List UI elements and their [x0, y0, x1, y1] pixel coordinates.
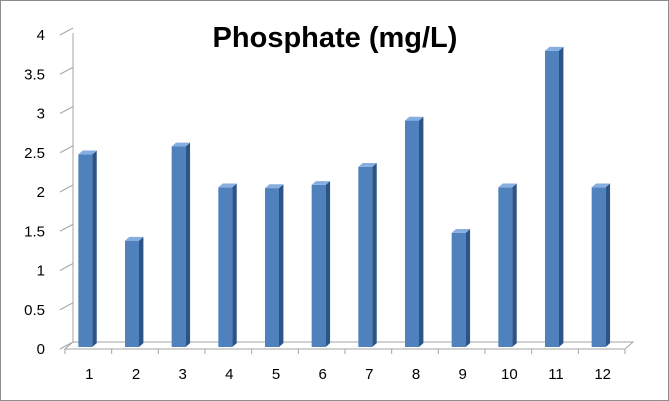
- bar: [218, 183, 237, 347]
- x-tick-label: 6: [318, 366, 326, 383]
- bars: [78, 46, 611, 347]
- x-tick-label: 1: [85, 366, 93, 383]
- bar: [265, 184, 284, 347]
- x-tick-label: 3: [178, 366, 186, 383]
- x-tick-label: 9: [458, 366, 466, 383]
- y-tick-label: 2.5: [24, 145, 45, 162]
- bar-side: [92, 150, 97, 347]
- bar-front: [591, 187, 606, 347]
- bar: [311, 181, 331, 347]
- bar: [451, 228, 471, 347]
- bar-top: [265, 184, 284, 189]
- y-tick-mark: [59, 184, 74, 193]
- bar-side: [512, 183, 517, 347]
- bar-front: [451, 232, 466, 347]
- bar-top: [311, 181, 331, 185]
- x-tick-label: 4: [225, 366, 233, 383]
- bar-side: [605, 183, 611, 347]
- bar-front: [78, 154, 93, 347]
- bar-side: [465, 228, 471, 347]
- axes: [59, 27, 635, 354]
- bar: [171, 142, 191, 347]
- bar-front: [265, 188, 279, 347]
- bar-front: [311, 184, 326, 347]
- x-tick-label: 7: [365, 366, 373, 383]
- labels: 00.511.522.533.541 2 3 4 5 6 7 8 9 10 11 12: [24, 27, 611, 383]
- chart-title: Phosphate (mg/L): [213, 22, 458, 54]
- bar-top: [545, 46, 564, 51]
- bar-side: [185, 142, 191, 347]
- bar-top: [591, 183, 611, 188]
- bar: [498, 183, 517, 347]
- y-tick-label: 2: [37, 184, 45, 201]
- y-tick-label: 0.5: [24, 302, 45, 319]
- bar-side: [559, 46, 564, 347]
- bar-top: [125, 236, 144, 241]
- y-tick-mark: [59, 341, 74, 350]
- bar: [358, 163, 377, 347]
- y-tick-label: 0: [37, 341, 45, 358]
- bar-side: [372, 163, 377, 347]
- y-tick-mark: [59, 106, 74, 114]
- y-tick-label: 4: [37, 27, 45, 44]
- bar-top: [405, 116, 424, 121]
- bar-top: [358, 163, 377, 167]
- x-tick-label: 11: [548, 366, 564, 383]
- x-tick-label: 12: [594, 366, 611, 383]
- bar-top: [78, 150, 97, 155]
- bar-side: [419, 116, 424, 347]
- bar-front: [498, 187, 513, 347]
- y-tick-label: 3.5: [24, 66, 45, 83]
- bar-top: [218, 183, 237, 188]
- x-tick-label: 2: [132, 366, 140, 383]
- bar-side: [232, 183, 237, 347]
- bar-front: [358, 166, 373, 347]
- y-tick-label: 1.5: [24, 223, 45, 240]
- bar-front: [171, 146, 186, 347]
- bar-side: [325, 181, 331, 347]
- y-tick-mark: [59, 145, 74, 154]
- bar-side: [139, 236, 144, 347]
- bar-top: [171, 142, 191, 147]
- y-tick-mark: [59, 223, 74, 232]
- bar: [78, 150, 97, 347]
- y-tick-mark: [59, 302, 74, 311]
- y-tick-label: 1: [37, 263, 45, 280]
- bar-front: [125, 240, 139, 347]
- x-tick-label: 10: [501, 366, 518, 383]
- bar-front: [405, 120, 419, 347]
- bar: [545, 46, 564, 347]
- bar-side: [279, 184, 284, 347]
- y-tick-label: 3: [37, 106, 45, 123]
- bar: [125, 236, 144, 347]
- y-tick-mark: [59, 27, 74, 36]
- bar-front: [545, 50, 559, 347]
- x-tick-label: 8: [412, 366, 420, 383]
- y-tick-mark: [59, 263, 74, 271]
- bar: [405, 116, 424, 347]
- bar-top: [451, 228, 471, 233]
- x-tick-label: 5: [272, 366, 280, 383]
- y-tick-mark: [59, 66, 74, 75]
- bar-front: [218, 187, 233, 347]
- bar: [591, 183, 611, 347]
- bar-top: [498, 183, 517, 188]
